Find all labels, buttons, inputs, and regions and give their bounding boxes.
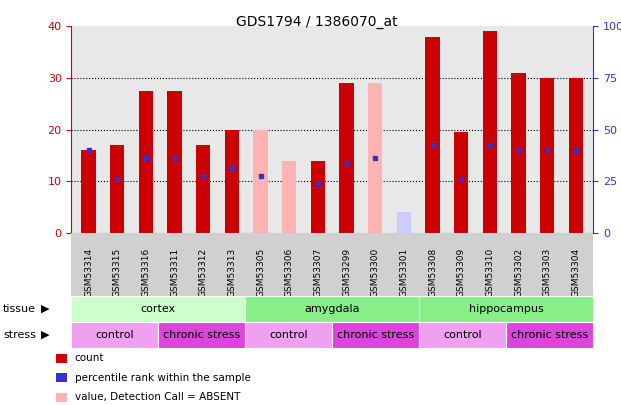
Bar <box>540 78 555 233</box>
Bar <box>397 212 411 233</box>
Bar <box>511 73 526 233</box>
Bar <box>168 91 182 233</box>
Text: GDS1794 / 1386070_at: GDS1794 / 1386070_at <box>236 15 397 30</box>
Bar <box>110 145 124 233</box>
Text: stress: stress <box>3 330 36 340</box>
Bar <box>81 150 96 233</box>
Text: chronic stress: chronic stress <box>337 330 414 340</box>
Text: control: control <box>270 330 308 340</box>
Bar <box>340 83 354 233</box>
Bar <box>425 36 440 233</box>
Text: ▶: ▶ <box>41 330 50 340</box>
Bar <box>196 145 211 233</box>
Bar <box>225 130 239 233</box>
Text: control: control <box>96 330 134 340</box>
Text: hippocampus: hippocampus <box>469 304 543 314</box>
Bar <box>454 132 468 233</box>
Text: amygdala: amygdala <box>304 304 360 314</box>
Bar <box>253 130 268 233</box>
Bar <box>569 78 583 233</box>
Bar <box>138 91 153 233</box>
Text: count: count <box>75 354 104 363</box>
Bar <box>397 212 411 233</box>
Text: percentile rank within the sample: percentile rank within the sample <box>75 373 250 383</box>
Bar <box>368 83 383 233</box>
Text: ▶: ▶ <box>41 304 50 314</box>
Text: chronic stress: chronic stress <box>511 330 588 340</box>
Bar <box>310 160 325 233</box>
Text: control: control <box>443 330 482 340</box>
Text: value, Detection Call = ABSENT: value, Detection Call = ABSENT <box>75 392 240 402</box>
Text: tissue: tissue <box>3 304 36 314</box>
Bar <box>483 32 497 233</box>
Text: cortex: cortex <box>141 304 176 314</box>
Bar <box>282 160 296 233</box>
Text: chronic stress: chronic stress <box>163 330 240 340</box>
